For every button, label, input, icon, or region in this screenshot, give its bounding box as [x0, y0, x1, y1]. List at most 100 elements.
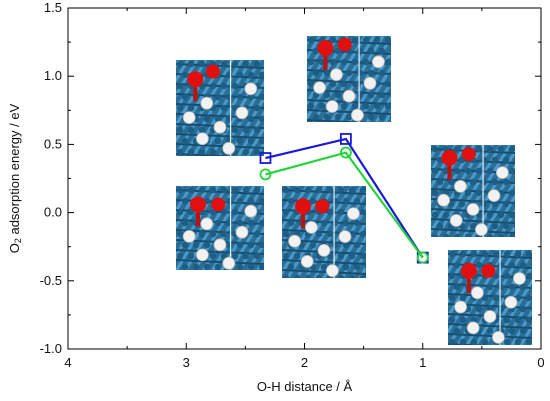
- metal-atom: [247, 241, 255, 249]
- metal-atom: [519, 327, 527, 335]
- metal-atom: [530, 262, 532, 268]
- data-point-square: [339, 133, 352, 145]
- lattice-bond: [176, 60, 181, 68]
- metal-atom: [307, 102, 315, 110]
- metal-atom: [236, 71, 244, 79]
- metal-atom: [293, 186, 301, 194]
- oxygen-atom: [187, 71, 204, 88]
- oxygen-atom: [441, 149, 458, 166]
- metal-atom: [364, 264, 366, 270]
- metal-atom: [497, 261, 505, 269]
- metal-atom: [282, 186, 290, 194]
- metal-atom: [231, 208, 239, 216]
- metal-atom: [470, 338, 478, 345]
- metal-atom: [258, 71, 264, 79]
- metal-atom: [181, 241, 189, 249]
- metal-atom: [384, 102, 391, 110]
- metal-atom: [187, 186, 195, 194]
- metal-atom: [342, 263, 350, 271]
- metal-atom: [187, 126, 195, 134]
- metal-atom: [359, 252, 366, 260]
- metal-atom: [436, 178, 444, 186]
- metal-atom: [326, 230, 334, 238]
- lattice-bond: [176, 249, 264, 255]
- metal-atom: [258, 263, 264, 270]
- hydrogen-atom: [470, 286, 484, 300]
- metal-atom: [236, 219, 244, 227]
- metal-atom: [318, 102, 326, 110]
- metal-atom: [481, 250, 489, 258]
- structure-inset-top-left: [176, 60, 264, 156]
- metal-atom: [364, 220, 366, 226]
- lattice-bond: [96, 186, 146, 270]
- lattice-bond: [60, 186, 110, 270]
- metal-atom: [362, 36, 370, 44]
- metal-atom: [431, 167, 439, 175]
- hydrogen-atom: [213, 238, 227, 252]
- hydrogen-atom: [449, 214, 463, 227]
- metal-atom: [340, 80, 348, 88]
- metal-atom: [367, 47, 375, 55]
- metal-atom: [225, 241, 233, 249]
- metal-atom: [331, 219, 339, 227]
- series-layer: [259, 133, 429, 264]
- metal-atom: [192, 263, 200, 270]
- metal-atom: [315, 186, 323, 194]
- metal-atom: [431, 211, 439, 219]
- metal-atom: [367, 69, 375, 77]
- x-tick-label: 0: [537, 355, 544, 370]
- metal-atom: [448, 250, 456, 258]
- hydrogen-atom: [513, 272, 526, 285]
- metal-atom: [236, 263, 244, 270]
- lattice-bond: [375, 94, 391, 122]
- metal-atom: [340, 58, 348, 66]
- metal-atom: [329, 36, 337, 44]
- hydrogen-atom: [325, 100, 339, 113]
- metal-atom: [464, 233, 472, 237]
- data-point-circle: [339, 146, 352, 159]
- oxygen-atom: [461, 147, 476, 162]
- metal-atom: [389, 70, 391, 76]
- metal-atom: [209, 148, 217, 156]
- metal-atom: [530, 306, 532, 312]
- metal-atom: [282, 208, 290, 216]
- metal-atom: [181, 71, 189, 79]
- lattice-bond: [369, 186, 424, 278]
- hydrogen-atom: [363, 76, 377, 90]
- metal-atom: [181, 197, 189, 205]
- lattice-bond: [42, 186, 92, 270]
- metal-atom: [337, 274, 345, 278]
- metal-atom: [367, 113, 375, 121]
- metal-atom: [176, 60, 184, 68]
- metal-atom: [480, 156, 488, 164]
- y-axis-label-o: O: [7, 243, 22, 253]
- lattice-bond: [498, 208, 515, 237]
- metal-atom: [192, 241, 200, 249]
- metal-atom: [502, 178, 510, 186]
- metal-atom: [525, 338, 532, 345]
- lattice-bond: [384, 109, 391, 122]
- y-tick-label: 1.0: [44, 68, 62, 83]
- metal-atom: [459, 316, 467, 324]
- metal-atom: [320, 219, 328, 227]
- hydrogen-atom: [466, 321, 480, 335]
- metal-atom: [475, 261, 483, 269]
- lattice-bond: [519, 323, 532, 345]
- metal-atom: [491, 200, 499, 208]
- lattice-bond: [394, 36, 446, 122]
- metal-atom: [514, 316, 522, 324]
- metal-atom: [436, 222, 444, 230]
- metal-atom: [225, 93, 233, 101]
- lattice-bond: [229, 211, 264, 270]
- lattice-bond: [536, 145, 550, 237]
- lattice-bond: [386, 250, 443, 345]
- lattice-bond: [528, 338, 532, 345]
- metal-atom: [258, 115, 264, 123]
- metal-atom: [508, 211, 515, 219]
- metal-atom: [431, 189, 439, 197]
- hydrogen-atom: [213, 120, 227, 134]
- metal-atom: [320, 263, 328, 271]
- x-tick-label: 4: [64, 355, 71, 370]
- metal-atom: [525, 294, 532, 302]
- metal-atom: [486, 327, 494, 335]
